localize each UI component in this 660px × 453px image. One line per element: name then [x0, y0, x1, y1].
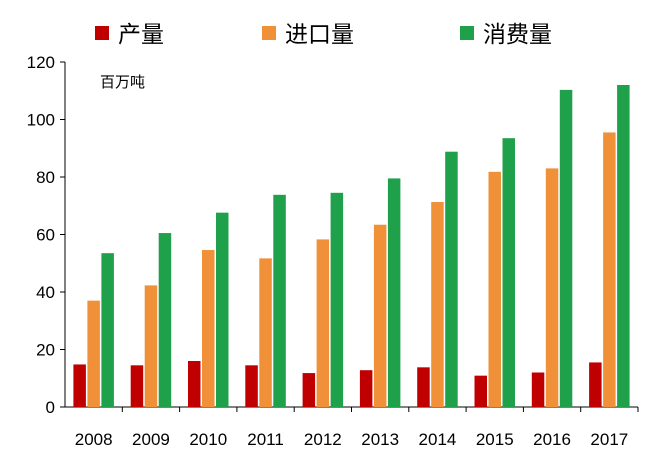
bar-2010-2 — [216, 212, 229, 407]
y-tick-label: 20 — [36, 341, 55, 360]
bar-2011-0 — [245, 365, 258, 407]
x-tick-label: 2014 — [419, 430, 457, 449]
x-tick-label: 2011 — [247, 430, 284, 449]
bar-2011-2 — [273, 194, 286, 407]
x-tick-label: 2013 — [361, 430, 399, 449]
bar-2009-2 — [158, 233, 172, 407]
bar-2011-1 — [259, 258, 272, 407]
x-tick-label: 2016 — [533, 430, 571, 449]
y-tick-label: 120 — [27, 53, 55, 72]
x-tick-label: 2010 — [189, 430, 227, 449]
bar-2008-1 — [87, 300, 100, 407]
y-tick-label: 40 — [36, 283, 55, 302]
bar-2015-2 — [502, 138, 515, 407]
x-tick-label: 2015 — [476, 430, 514, 449]
bar-2008-2 — [101, 253, 114, 407]
y-tick-label: 0 — [46, 398, 55, 417]
x-tick-label: 2017 — [590, 430, 628, 449]
chart-bars — [73, 85, 630, 407]
chart-axes: 0 20 40 60 80 100 120 2008 2009 2010 2011 2012 2013 2… — [27, 53, 639, 449]
bar-2017-1 — [603, 132, 616, 407]
y-tick-label: 80 — [36, 168, 55, 187]
bar-2012-0 — [302, 373, 316, 407]
bar-2013-2 — [387, 178, 401, 407]
bar-2010-1 — [202, 250, 215, 407]
bar-2016-2 — [559, 89, 573, 407]
bar-2017-2 — [617, 85, 630, 407]
bar-2015-1 — [488, 171, 501, 407]
bar-2009-1 — [144, 285, 158, 407]
legend-swatch — [95, 26, 109, 40]
bar-2016-0 — [531, 372, 545, 407]
bar-2012-2 — [330, 192, 344, 407]
bar-2012-1 — [316, 239, 330, 407]
chart-legend: 产量 进口量 消费量 — [95, 22, 552, 48]
legend-label: 消费量 — [483, 22, 552, 48]
bar-2014-2 — [445, 151, 458, 407]
bar-2008-0 — [73, 364, 86, 407]
y-tick-label: 100 — [27, 111, 55, 130]
y-unit-label: 百万吨 — [100, 73, 145, 91]
bar-2013-1 — [373, 224, 387, 407]
bar-2010-0 — [188, 361, 201, 407]
legend-label: 产量 — [118, 22, 164, 48]
legend-label: 进口量 — [285, 22, 354, 48]
y-tick-label: 60 — [36, 226, 55, 245]
x-tick-label: 2008 — [75, 430, 113, 449]
bar-2015-0 — [474, 375, 487, 407]
bar-2016-1 — [545, 168, 559, 407]
bar-2013-0 — [359, 370, 373, 407]
legend-swatch — [262, 26, 276, 40]
bar-2014-1 — [431, 202, 444, 407]
bar-2017-0 — [589, 362, 602, 407]
bar-2014-0 — [417, 367, 430, 407]
bar-2009-0 — [130, 365, 144, 407]
legend-swatch — [460, 26, 474, 40]
x-tick-label: 2009 — [132, 430, 170, 449]
x-tick-label: 2012 — [304, 430, 342, 449]
